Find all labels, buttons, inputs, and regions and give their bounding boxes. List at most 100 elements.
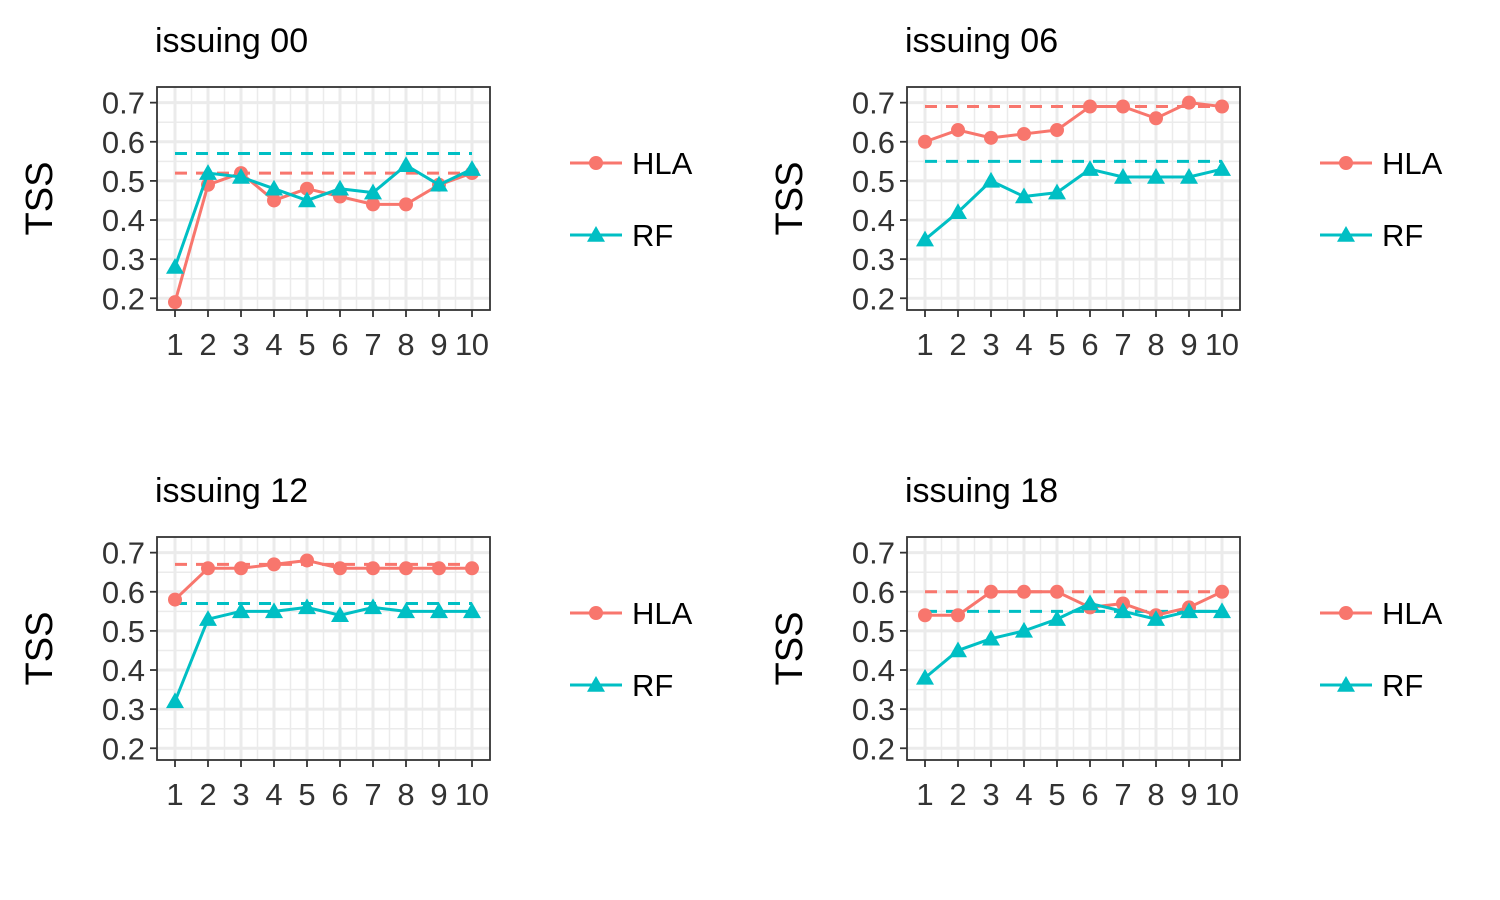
point-hla	[267, 557, 281, 572]
point-hla	[366, 197, 380, 212]
x-tick-label: 7	[1114, 777, 1131, 812]
point-rf	[364, 183, 382, 200]
point-rf	[982, 171, 1000, 188]
point-hla	[951, 608, 965, 623]
x-tick-label: 4	[1015, 327, 1032, 362]
point-rf	[1048, 610, 1066, 626]
x-tick-label: 3	[982, 327, 999, 362]
point-rf	[1114, 167, 1132, 184]
y-tick-label: 0.4	[852, 653, 895, 688]
point-hla	[267, 193, 281, 208]
point-rf	[916, 668, 934, 685]
plot-frame	[906, 86, 1241, 311]
point-rf	[397, 602, 415, 619]
panel-3: 0.2 0.3 0.4 0.5 0.6 0.7 1 2 3 4 5 6 7 8 9 10 issuing 18 T…	[769, 472, 1443, 812]
point-rf	[1213, 602, 1231, 619]
point-rf	[166, 692, 184, 709]
x-tick-label: 9	[1180, 327, 1197, 362]
x-tick-label: 4	[265, 777, 282, 812]
x-tick-label: 10	[455, 777, 489, 812]
series-line-rf	[924, 167, 1223, 241]
series-line-hla	[925, 590, 1223, 617]
point-hla	[984, 584, 998, 599]
point-rf	[364, 598, 382, 615]
chart-title: issuing 00	[155, 22, 308, 60]
x-tick-label: 3	[232, 777, 249, 812]
point-hla	[201, 561, 215, 576]
y-axis-label: TSS	[769, 162, 811, 236]
x-tick-label: 7	[364, 777, 381, 812]
x-tick-label: 2	[949, 777, 966, 812]
y-tick-label: 0.7	[852, 536, 895, 571]
legend-key-marker-hla	[1339, 606, 1353, 620]
x-tick-label: 5	[1048, 327, 1065, 362]
point-rf	[232, 602, 250, 619]
x-tick-label: 3	[982, 777, 999, 812]
series-line-rf	[924, 602, 1222, 679]
point-hla	[1017, 126, 1031, 141]
x-tick-label: 8	[397, 327, 414, 362]
x-tick-label: 6	[331, 777, 348, 812]
x-tick-label: 8	[1147, 327, 1164, 362]
x-tick-label: 1	[916, 777, 933, 812]
x-tick-label: 4	[1015, 777, 1032, 812]
x-tick-label: 10	[1205, 777, 1239, 812]
point-hla	[1116, 99, 1130, 114]
x-tick-label: 10	[1205, 327, 1239, 362]
legend-key-marker-hla	[589, 156, 603, 170]
point-rf	[1147, 610, 1165, 626]
point-rf	[1081, 594, 1099, 611]
point-hla	[300, 181, 314, 196]
legend-key-marker-rf	[1337, 226, 1355, 242]
legend: HLA RF	[570, 596, 693, 703]
y-tick-label: 0.4	[852, 203, 895, 238]
plot-frame	[156, 536, 491, 761]
y-tick-label: 0.4	[102, 203, 145, 238]
legend-key-marker-rf	[587, 676, 605, 692]
y-tick-label: 0.5	[852, 164, 895, 199]
point-hla	[1182, 95, 1196, 110]
x-tick-label: 1	[166, 327, 183, 362]
legend-label-rf: RF	[632, 668, 673, 703]
series-line-hla	[924, 101, 1223, 144]
x-tick-label: 2	[199, 327, 216, 362]
point-rf	[1015, 187, 1033, 204]
y-tick-label: 0.7	[102, 536, 145, 571]
x-tick-label: 1	[916, 327, 933, 362]
point-hla	[300, 553, 314, 568]
point-rf	[949, 203, 967, 219]
y-tick-label: 0.3	[102, 692, 145, 727]
series-line-rf	[173, 605, 472, 702]
point-hla	[1149, 111, 1163, 126]
point-rf	[298, 598, 316, 615]
x-tick-label: 5	[1048, 777, 1065, 812]
legend-label-hla: HLA	[1382, 146, 1443, 181]
x-tick-label: 2	[949, 327, 966, 362]
point-rf	[331, 179, 349, 196]
legend: HLA RF	[570, 146, 693, 253]
x-tick-label: 3	[232, 327, 249, 362]
point-rf	[397, 156, 415, 172]
y-tick-label: 0.5	[102, 614, 145, 649]
panel-0: 0.2 0.3 0.4 0.5 0.6 0.7 1 2 3 4 5 6 7 8 9 10 issuing 00 T…	[19, 22, 693, 362]
point-hla	[1083, 99, 1097, 114]
plot-frame	[906, 536, 1241, 761]
point-hla	[399, 197, 413, 212]
point-rf	[1180, 602, 1198, 619]
x-tick-label: 5	[298, 777, 315, 812]
legend: HLA RF	[1320, 596, 1443, 703]
chart-title: issuing 06	[905, 22, 1058, 60]
y-tick-label: 0.3	[852, 242, 895, 277]
point-rf	[982, 629, 1000, 646]
x-tick-label: 4	[265, 327, 282, 362]
y-tick-label: 0.5	[852, 614, 895, 649]
y-tick-label: 0.3	[102, 242, 145, 277]
point-hla	[1017, 584, 1031, 599]
y-tick-label: 0.6	[102, 575, 145, 610]
point-hla	[465, 561, 479, 576]
legend-label-hla: HLA	[632, 596, 693, 631]
y-tick-label: 0.6	[852, 125, 895, 160]
x-tick-label: 9	[430, 777, 447, 812]
legend-key-marker-hla	[589, 606, 603, 620]
point-hla	[366, 561, 380, 576]
